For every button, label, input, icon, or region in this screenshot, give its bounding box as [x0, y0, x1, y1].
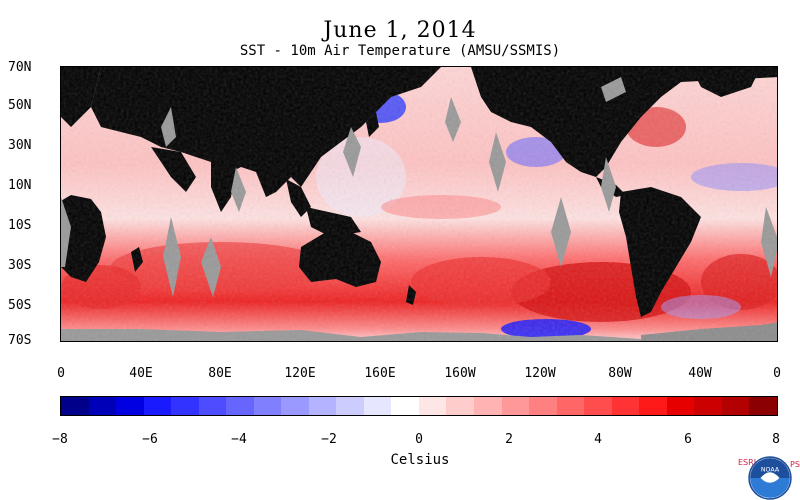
colorbar-segment: [391, 397, 419, 415]
noise-overlay: [61, 67, 777, 341]
map-title: June 1, 2014: [323, 18, 477, 43]
colorbar-segment: [446, 397, 474, 415]
lon-label-160e: 160E: [364, 366, 396, 381]
lon-label-160w: 160W: [444, 366, 476, 381]
colorbar-segment: [116, 397, 144, 415]
colorbar-segment: [666, 397, 695, 415]
lon-label-40e: 40E: [129, 366, 153, 381]
map-canvas: [61, 67, 777, 341]
noaa-logo-icon: NOAA: [748, 456, 792, 500]
colorbar-segment: [639, 397, 667, 415]
colorbar-segment: [336, 397, 364, 415]
colorbar-segment: [473, 397, 502, 415]
colorbar-tick-label: −4: [231, 432, 247, 447]
lon-label-0-left: 0: [57, 366, 65, 381]
lon-label-120e: 120E: [284, 366, 316, 381]
colorbar-segment: [281, 397, 309, 415]
colorbar-segment: [611, 397, 640, 415]
colorbar-segment: [501, 397, 530, 415]
lat-label-30n: 30N: [8, 138, 32, 153]
colorbar-segment: [363, 397, 392, 415]
lon-label-0-right: 0: [773, 366, 781, 381]
colorbar-segment: [721, 397, 750, 415]
colorbar-tick-label: 4: [594, 432, 602, 447]
colorbar-tick-label: −2: [321, 432, 337, 447]
psd-logo-text: PSD: [790, 460, 800, 469]
colorbar-tick-label: −6: [142, 432, 158, 447]
lat-label-30s: 30S: [8, 258, 32, 273]
colorbar-segment: [226, 397, 254, 415]
colorbar-segment: [253, 397, 282, 415]
colorbar-tick-label: −8: [52, 432, 68, 447]
colorbar-tick-label: 6: [684, 432, 692, 447]
colorbar: [60, 396, 778, 416]
colorbar-segment: [418, 397, 447, 415]
lon-label-80w: 80W: [608, 366, 632, 381]
colorbar-tick-label: 2: [505, 432, 513, 447]
colorbar-tick-label: 8: [772, 432, 780, 447]
colorbar-segment: [749, 397, 777, 415]
colorbar-segment: [143, 397, 172, 415]
map-subtitle: SST - 10m Air Temperature (AMSU/SSMIS): [239, 43, 561, 59]
colorbar-segment: [308, 397, 337, 415]
lat-label-10s: 10S: [8, 218, 32, 233]
lon-label-40w: 40W: [688, 366, 712, 381]
lat-label-70n: 70N: [8, 60, 32, 75]
colorbar-segment: [556, 397, 585, 415]
colorbar-segment: [61, 397, 89, 415]
colorbar-segment: [88, 397, 117, 415]
lat-label-70s: 70S: [8, 333, 32, 348]
colorbar-segment: [171, 397, 199, 415]
colorbar-segment: [529, 397, 557, 415]
colorbar-segment: [198, 397, 227, 415]
colorbar-segment: [584, 397, 612, 415]
sst-anomaly-map: [60, 66, 778, 342]
colorbar-segment: [694, 397, 722, 415]
esrl-logo-text: ESRL: [738, 458, 759, 467]
noaa-logo-text: NOAA: [761, 467, 780, 474]
lat-label-50s: 50S: [8, 298, 32, 313]
lat-label-50n: 50N: [8, 98, 32, 113]
lon-label-80e: 80E: [208, 366, 232, 381]
lon-label-120w: 120W: [524, 366, 556, 381]
lat-label-10n: 10N: [8, 178, 32, 193]
colorbar-title: Celsius: [390, 452, 450, 468]
colorbar-tick-label: 0: [415, 432, 423, 447]
